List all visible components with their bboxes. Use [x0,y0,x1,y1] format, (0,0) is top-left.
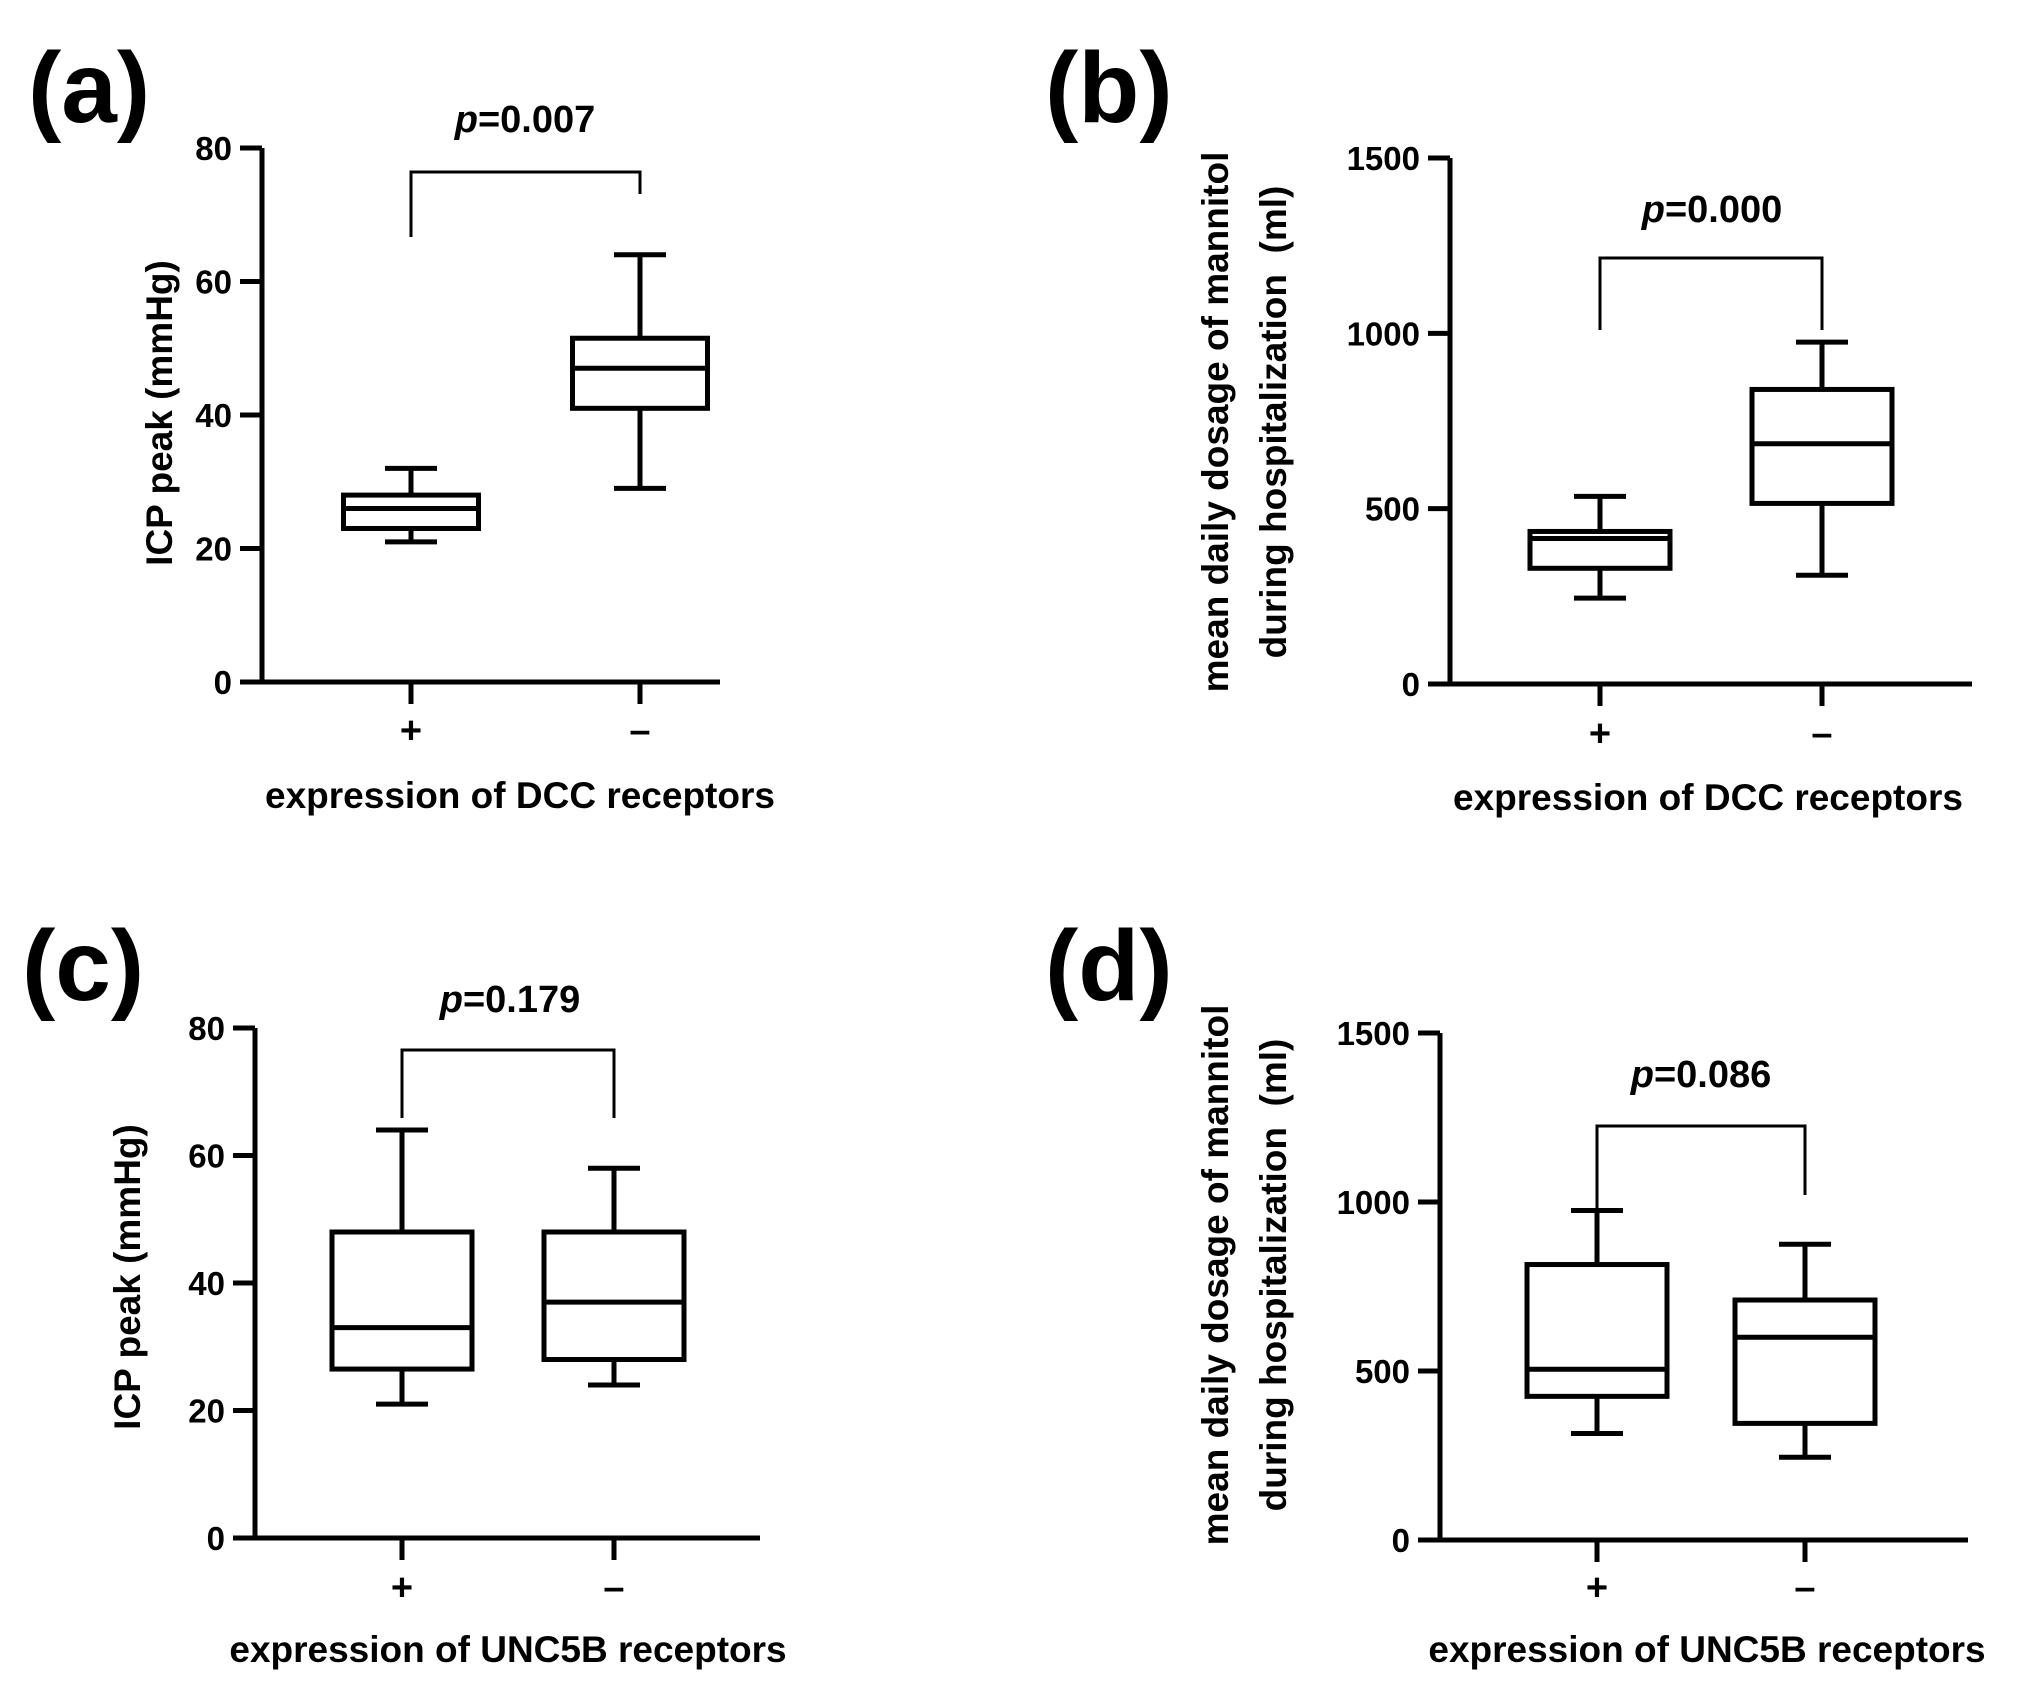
y-axis-title-line: mean daily dosage of mannitol [1195,152,1236,693]
y-axis-title: ICP peak (mmHg) [107,1124,148,1430]
y-tick-label: 1000 [1347,315,1420,352]
x-axis-title: expression of DCC receptors [265,775,775,816]
box-plot-positive [341,465,481,545]
box-iqr [341,492,481,531]
p-value-symbol: p [1630,1054,1654,1096]
y-tick-label: 60 [195,264,232,301]
y-tick-label: 1500 [1337,1015,1410,1052]
p-value-symbol: p [439,979,463,1021]
p-value-annotation: p=0.007 [454,99,596,141]
x-axis-title: expression of DCC receptors [1453,777,1963,818]
p-value-number: =0.000 [1665,189,1782,231]
y-tick-label: 0 [1392,1522,1410,1559]
y-axis-title-line: during hospitalization (ml) [1253,186,1294,659]
significance-bracket [400,1048,616,1118]
x-axis-title: expression of UNC5B receptors [229,1629,786,1670]
y-tick-label: 500 [1365,491,1420,528]
box-plot-negative [1749,339,1895,578]
y-axis-title: mean daily dosage of mannitol during hosp… [1195,1005,1294,1546]
y-tick-label: 0 [214,664,232,701]
box-plot-negative [541,1165,687,1388]
y-axis-title-line: ICP peak (mmHg) [107,1124,148,1430]
y-axis-title: mean daily dosage of mannitol during hosp… [1195,152,1294,693]
y-tick-label: 40 [195,397,232,434]
p-value-symbol: p [454,99,478,141]
significance-bracket [409,170,642,237]
box-plot-positive [329,1127,475,1407]
y-axis-title-line: mean daily dosage of mannitol [1195,1005,1236,1546]
box-iqr [570,335,710,411]
y-tick-label: 500 [1355,1353,1410,1390]
box-iqr [329,1229,475,1372]
panel-label: (a) [28,32,150,144]
p-value-number: =0.007 [478,99,595,141]
chart-panel-c: (c) 0 20 40 60 80 + – ICP peak (mmHg) expression … [22,910,787,1670]
p-value-annotation: p=0.179 [439,979,581,1021]
x-category-label: – [629,710,650,752]
p-value-number: =0.179 [463,979,580,1021]
box-plot-positive [1527,493,1673,601]
y-tick-label: 40 [188,1265,225,1302]
x-category-label: + [1586,1567,1608,1609]
y-axis-title-line: during hospitalization (ml) [1253,1039,1294,1512]
significance-bracket [1598,256,1824,330]
box-iqr [1524,1262,1670,1399]
box-iqr [1749,386,1895,506]
box-plot-negative [1732,1241,1878,1460]
y-tick-label: 80 [188,1010,225,1047]
significance-bracket [1595,1124,1807,1208]
x-category-label: – [1794,1567,1815,1609]
y-tick-label: 20 [188,1393,225,1430]
p-value-annotation: p=0.086 [1630,1054,1772,1096]
panel-label: (d) [1045,910,1173,1022]
x-category-label: + [400,710,422,752]
y-tick-label: 1000 [1337,1184,1410,1221]
box-plot-positive [1524,1207,1670,1437]
x-category-label: – [603,1567,624,1609]
p-value-symbol: p [1641,189,1665,231]
panel-label: (c) [22,910,144,1022]
y-tick-label: 20 [195,531,232,568]
x-category-label: + [1589,713,1611,755]
y-tick-label: 0 [207,1520,225,1557]
chart-panel-d: (d) 0 500 1000 1500 + – mean daily dosage of ma… [1045,910,1986,1670]
chart-panel-b: (b) 0 500 1000 1500 + – mean daily dosage of ma… [1045,32,1972,818]
box-iqr [1732,1297,1878,1426]
y-axis-title-line: ICP peak (mmHg) [139,260,180,566]
box-plot-negative [570,252,710,491]
x-category-label: – [1811,713,1832,755]
x-category-label: + [391,1567,413,1609]
panel-label: (b) [1045,32,1173,144]
y-tick-label: 1500 [1347,140,1420,177]
box-iqr [541,1229,687,1362]
p-value-number: =0.086 [1654,1054,1771,1096]
y-tick-label: 80 [195,130,232,167]
p-value-annotation: p=0.000 [1641,189,1783,231]
y-tick-label: 60 [188,1138,225,1175]
y-axis-title: ICP peak (mmHg) [139,260,180,566]
x-axis-title: expression of UNC5B receptors [1428,1629,1985,1670]
y-tick-label: 0 [1402,666,1420,703]
chart-panel-a: (a) 0 20 40 60 80 + – ICP peak (mmHg) expression … [28,32,775,816]
